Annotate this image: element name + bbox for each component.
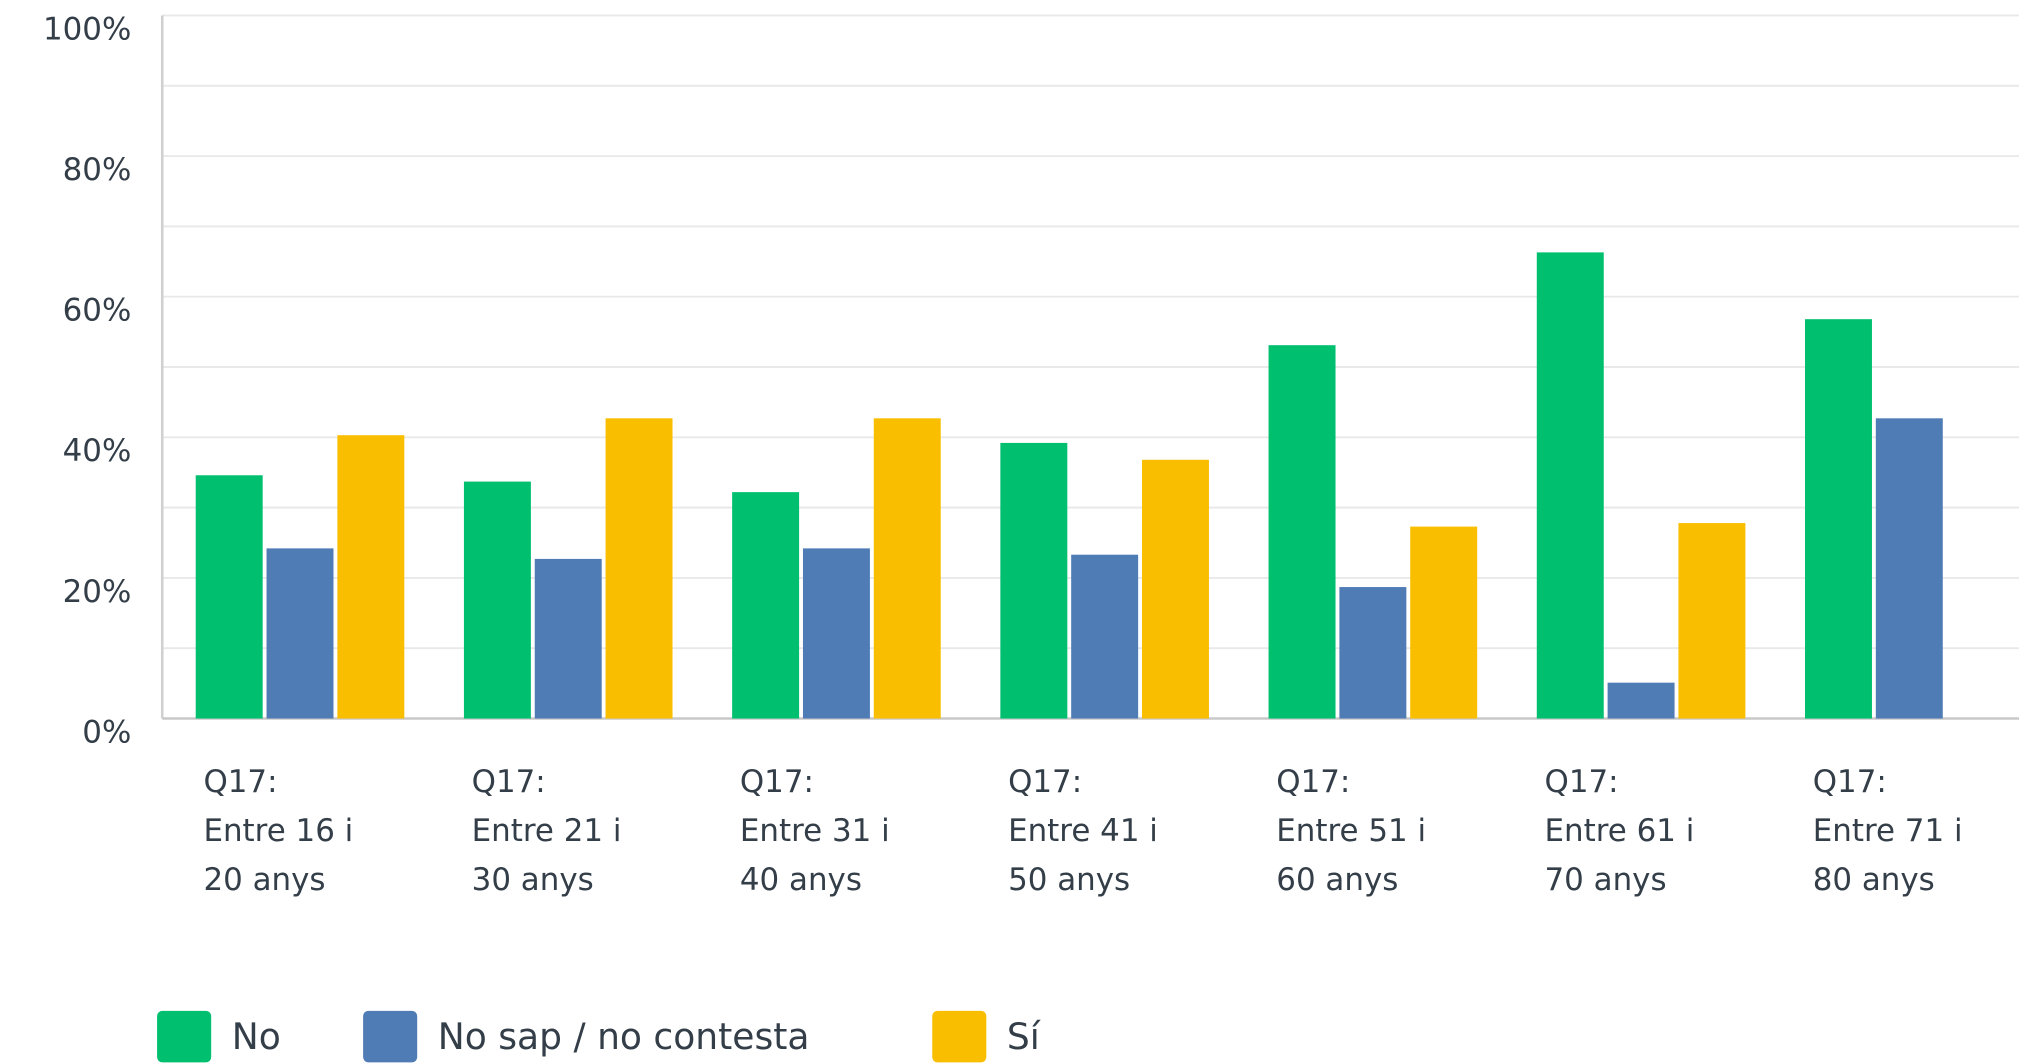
x-tick-label-box: Q17: Entre 16 i 20 anys	[203, 763, 354, 898]
bar	[605, 418, 673, 719]
bar	[266, 548, 334, 719]
x-tick-label-box: Q17: Entre 71 i 80 anys	[1812, 763, 1963, 898]
y-tick-label: 20%	[63, 574, 132, 610]
x-tick-label: Q17: Entre 41 i 50 anys	[1008, 763, 1158, 898]
bar	[534, 558, 602, 719]
bar	[1071, 554, 1139, 719]
bar	[1678, 523, 1746, 719]
bar	[1141, 459, 1209, 719]
legend-swatch	[363, 1010, 418, 1063]
legend-swatch	[157, 1010, 212, 1063]
bar	[195, 475, 263, 719]
y-tick-label: 60%	[63, 293, 132, 329]
x-tick-label-box: Q17: Entre 51 i 60 anys	[1276, 763, 1427, 898]
y-tick-label: 40%	[63, 433, 132, 469]
bar	[1607, 682, 1675, 719]
bar	[1268, 345, 1336, 719]
bar	[1804, 319, 1872, 719]
x-tick-label-box: Q17: Entre 31 i 40 anys	[739, 763, 890, 898]
legend-label: No	[232, 1016, 281, 1058]
x-tick-label-box: Q17: Entre 21 i 30 anys	[471, 763, 622, 898]
bar	[1339, 587, 1407, 719]
bar	[1000, 442, 1068, 719]
x-tick-label: Q17: Entre 16 i 20 anys	[203, 763, 354, 898]
legend-label: Sí	[1007, 1016, 1041, 1058]
x-tick-label: Q17: Entre 31 i 40 anys	[739, 763, 890, 898]
legend-label: No sap / no contesta	[438, 1016, 810, 1058]
x-tick-label: Q17: Entre 61 i 70 anys	[1544, 763, 1695, 898]
legend-swatch	[932, 1010, 987, 1063]
y-tick-label: 0%	[82, 714, 131, 750]
bar	[1875, 418, 1943, 719]
bar	[873, 418, 941, 719]
x-tick-label-box: Q17: Entre 41 i 50 anys	[1008, 763, 1158, 898]
y-tick-label: 100%	[43, 11, 131, 47]
bar	[732, 492, 800, 719]
bar	[337, 435, 405, 719]
bar	[802, 548, 870, 719]
x-tick-label: Q17: Entre 51 i 60 anys	[1276, 763, 1427, 898]
y-tick-label: 80%	[63, 152, 132, 188]
x-tick-label: Q17: Entre 71 i 80 anys	[1812, 763, 1963, 898]
x-tick-label-box: Q17: Entre 61 i 70 anys	[1544, 763, 1695, 898]
x-tick-label: Q17: Entre 21 i 30 anys	[471, 763, 622, 898]
bar	[1410, 526, 1478, 719]
bar	[1536, 252, 1604, 719]
bar	[463, 481, 531, 719]
